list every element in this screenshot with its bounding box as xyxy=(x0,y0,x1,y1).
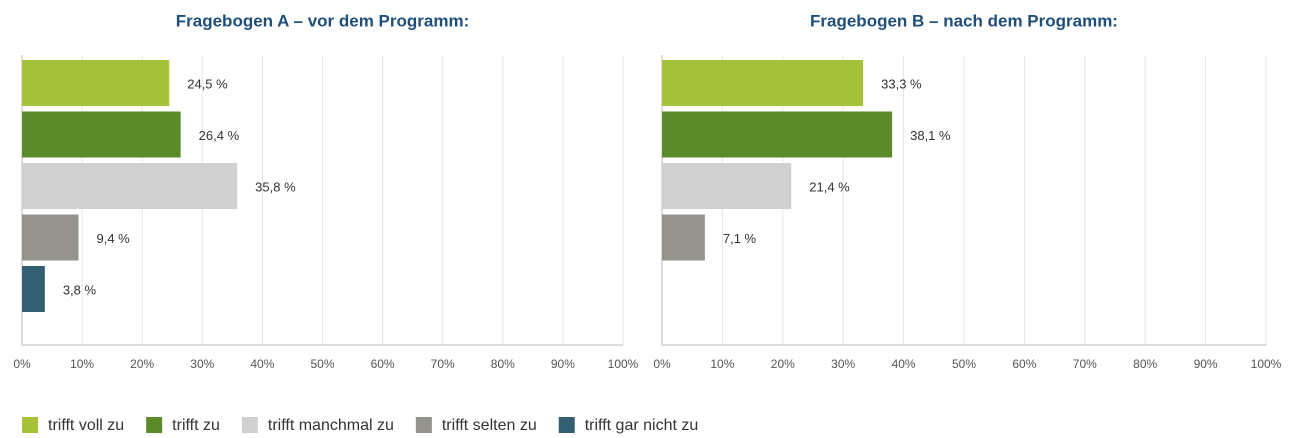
value-label: 33,3 % xyxy=(881,76,922,91)
x-tick-label: 20% xyxy=(771,357,795,371)
x-tick-label: 50% xyxy=(952,357,976,371)
x-tick-label: 60% xyxy=(371,357,395,371)
x-tick-label: 50% xyxy=(310,357,334,371)
chart-title: Fragebogen A – vor dem Programm: xyxy=(176,11,469,30)
legend-swatch xyxy=(22,417,38,433)
x-tick-label: 60% xyxy=(1012,357,1036,371)
x-tick-label: 80% xyxy=(491,357,515,371)
x-tick-label: 10% xyxy=(70,357,94,371)
legend-swatch xyxy=(241,417,258,433)
x-tick-label: 40% xyxy=(250,357,274,371)
value-label: 9,4 % xyxy=(96,231,130,246)
x-tick-label: 90% xyxy=(1194,357,1218,371)
bar xyxy=(22,214,79,261)
x-tick-label: 70% xyxy=(431,357,455,371)
x-tick-label: 80% xyxy=(1133,357,1157,371)
bar xyxy=(22,163,238,209)
x-tick-label: 100% xyxy=(1251,357,1282,371)
value-label: 35,8 % xyxy=(255,179,296,194)
value-label: 3,8 % xyxy=(63,282,97,297)
legend-label: trifft voll zu xyxy=(48,417,124,434)
x-tick-label: 90% xyxy=(551,357,575,371)
legend-swatch xyxy=(558,417,575,433)
x-tick-label: 70% xyxy=(1073,357,1097,371)
bar xyxy=(662,163,792,209)
value-label: 38,1 % xyxy=(910,128,951,143)
legend-label: trifft gar nicht zu xyxy=(585,417,699,434)
bar xyxy=(662,111,893,158)
x-tick-label: 30% xyxy=(190,357,214,371)
legend-label: trifft manchmal zu xyxy=(268,417,394,434)
x-tick-label: 10% xyxy=(710,357,734,371)
bar xyxy=(22,60,170,106)
bar xyxy=(662,60,864,106)
bar xyxy=(662,214,705,261)
x-tick-label: 0% xyxy=(13,357,31,371)
value-label: 7,1 % xyxy=(723,231,757,246)
value-label: 21,4 % xyxy=(809,179,850,194)
x-tick-label: 0% xyxy=(653,357,671,371)
chart-title: Fragebogen B – nach dem Programm: xyxy=(810,11,1118,30)
value-label: 24,5 % xyxy=(187,76,228,91)
legend-swatch xyxy=(415,417,432,433)
value-label: 26,4 % xyxy=(199,128,240,143)
x-tick-label: 30% xyxy=(831,357,855,371)
x-tick-label: 20% xyxy=(130,357,154,371)
bar xyxy=(22,266,45,312)
bar xyxy=(22,111,181,158)
legend-label: trifft selten zu xyxy=(442,417,537,434)
x-tick-label: 40% xyxy=(892,357,916,371)
legend-swatch xyxy=(146,417,163,433)
x-tick-label: 100% xyxy=(608,357,639,371)
legend-label: trifft zu xyxy=(172,417,220,434)
